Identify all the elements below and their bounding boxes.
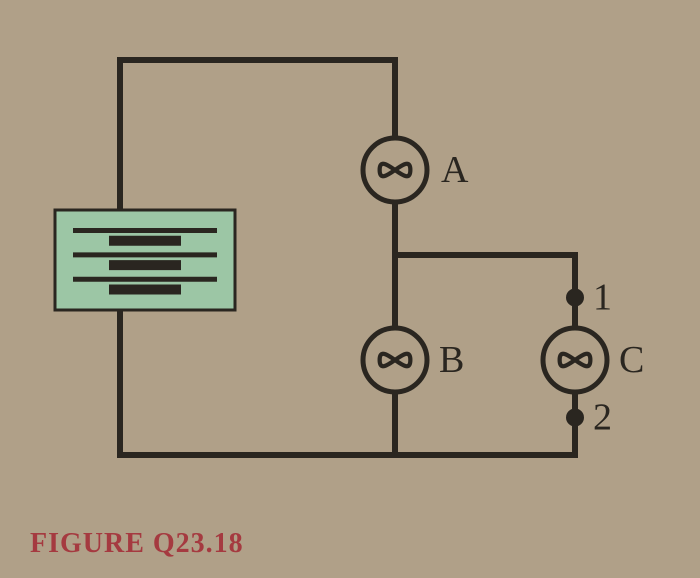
bulb-A [363,138,427,202]
battery-icon [55,210,235,310]
label-C: C [619,339,644,381]
node-2 [566,409,584,427]
label-B: B [439,339,464,381]
circuit-svg: A B C1 2 [0,0,700,578]
figure-caption: FIGURE Q23.18 [30,528,244,560]
label-node-2: 2 [593,397,612,439]
label-A: A [441,149,469,191]
circuit-figure: A B C1 2 FIGURE Q23.18 [0,0,700,578]
bulb-B [363,328,427,392]
node-1 [566,289,584,307]
label-node-1: 1 [593,277,612,319]
bulb-C [543,328,607,392]
